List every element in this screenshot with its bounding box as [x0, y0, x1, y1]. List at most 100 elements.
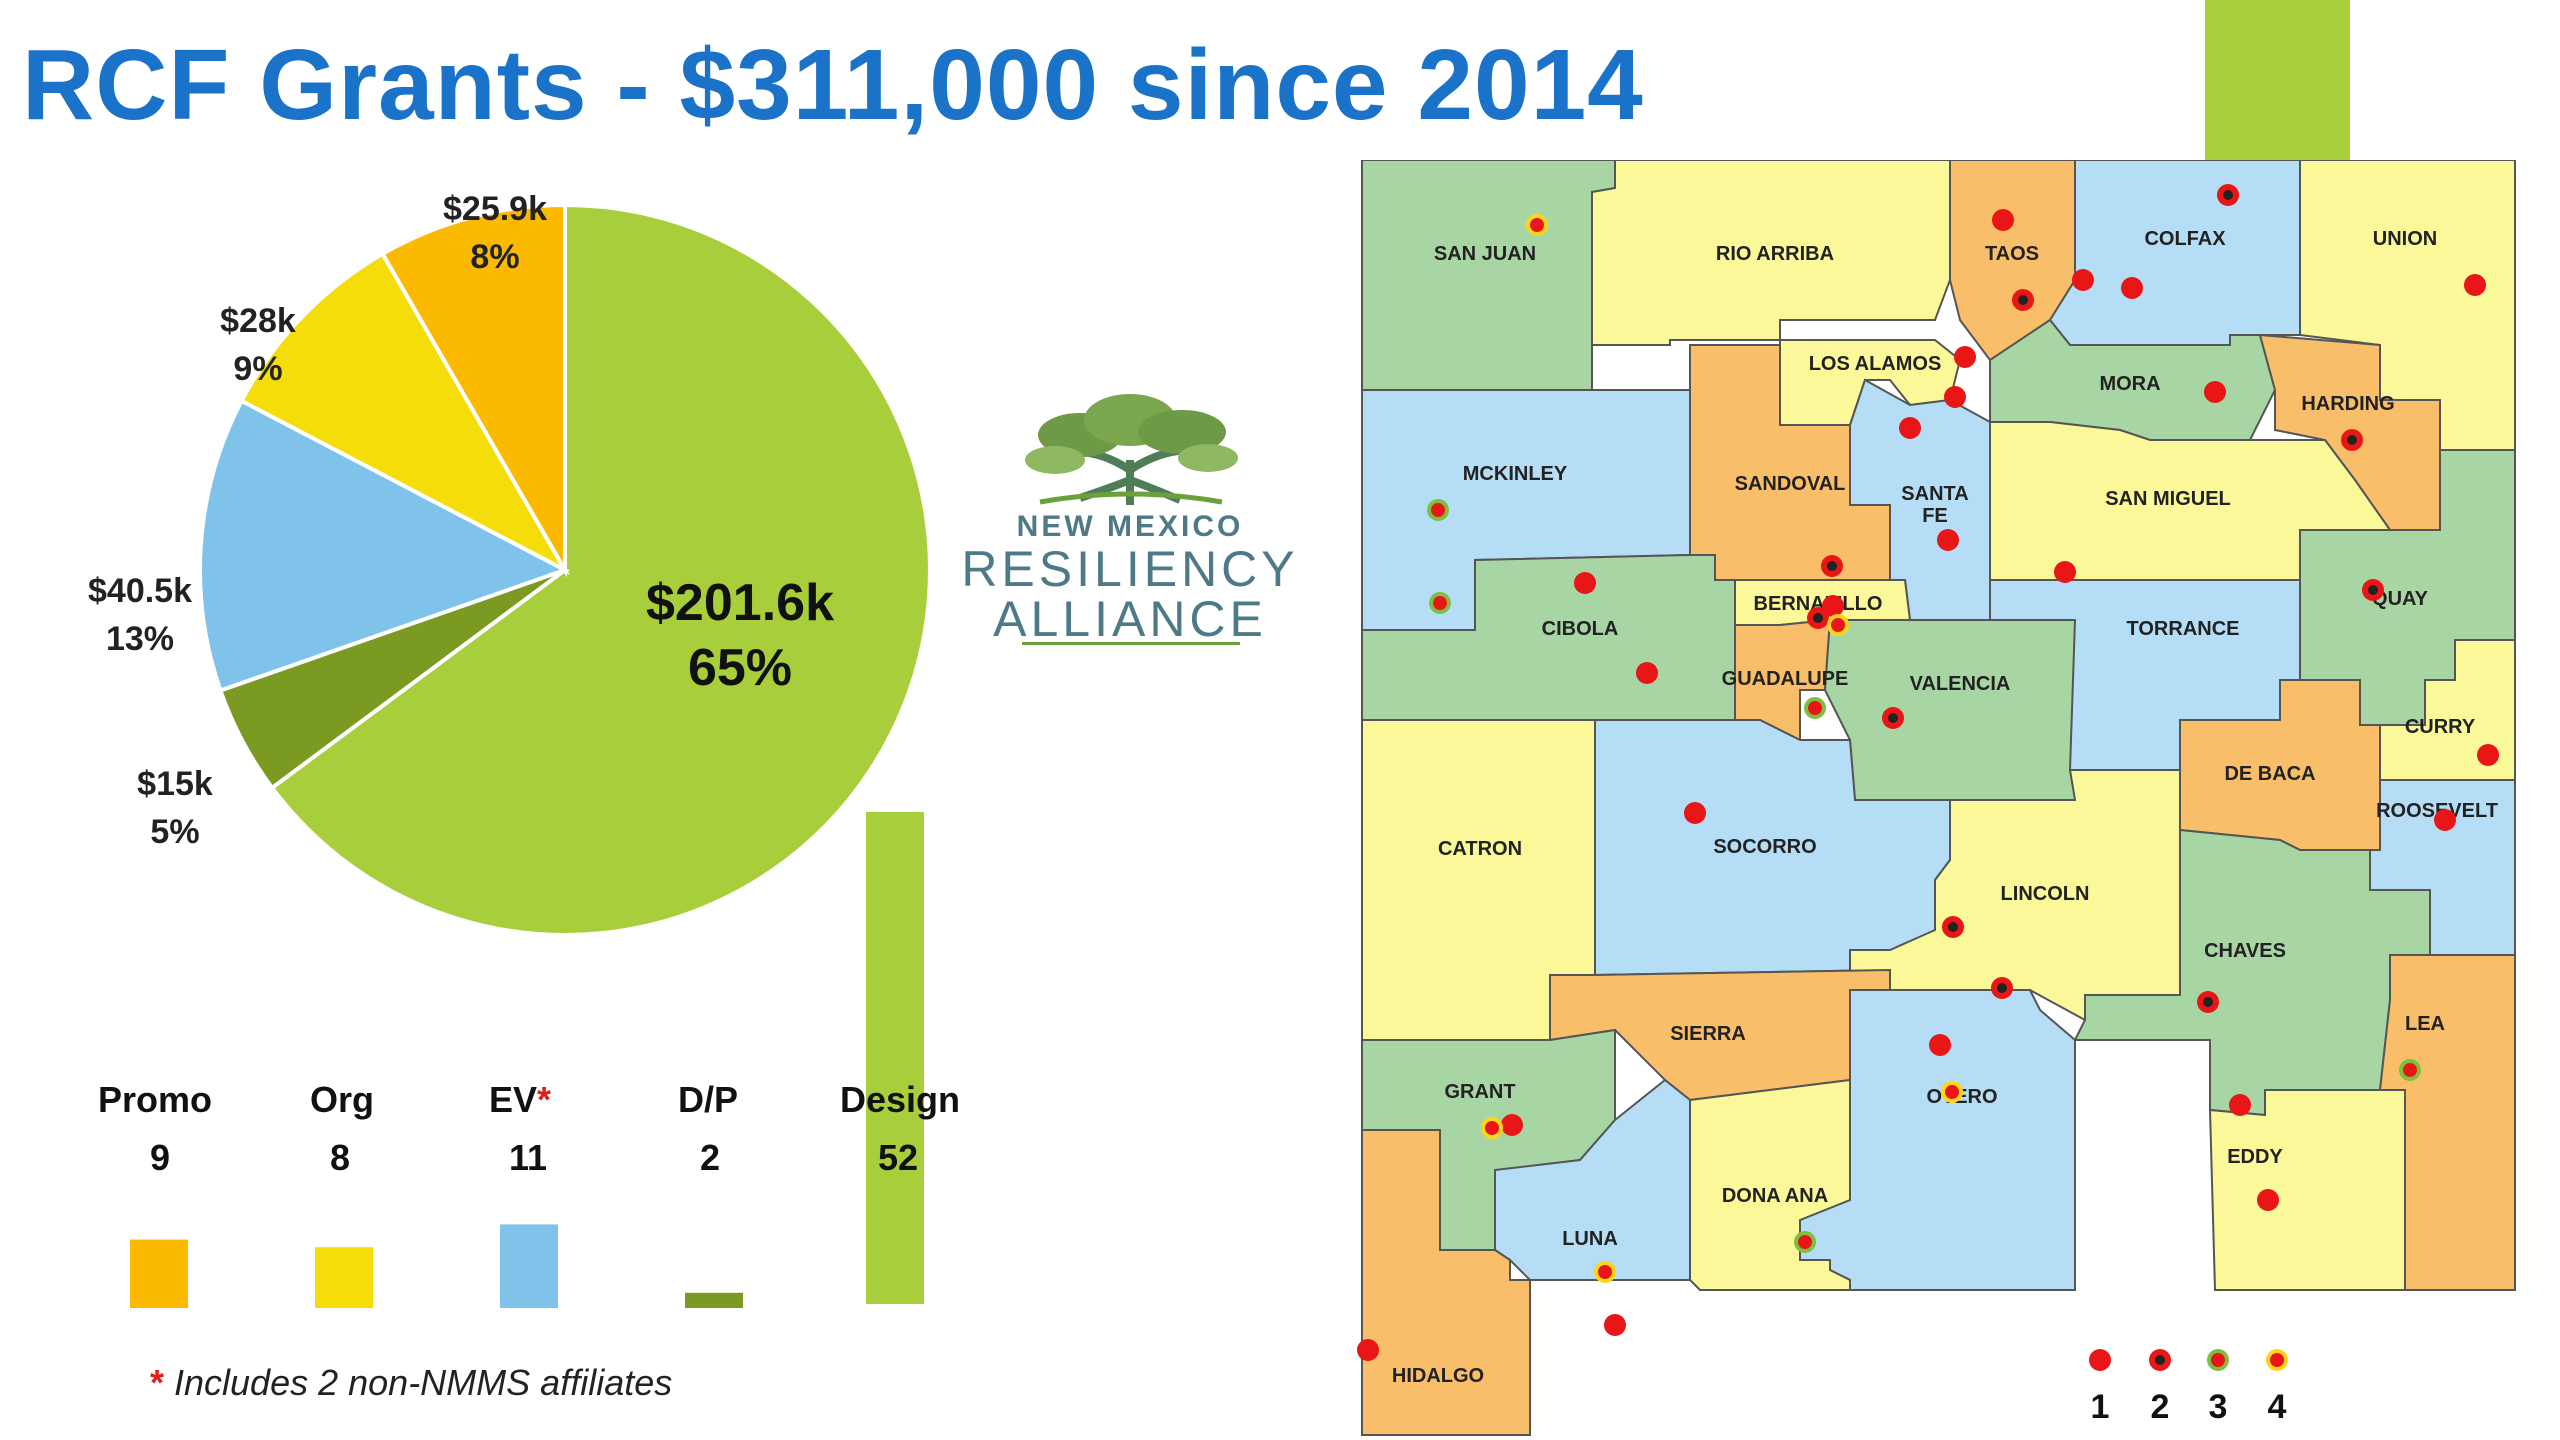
grant-dot	[1574, 572, 1596, 594]
county-label-union: UNION	[2373, 228, 2437, 250]
county-label-mckinley: MCKINLEY	[1463, 463, 1568, 485]
legend-label-4: 4	[2268, 1388, 2287, 1426]
pie-slice-promo	[379, 202, 567, 578]
county-label-valencia: GUADALUPE	[1722, 668, 1849, 690]
bar-org	[315, 1247, 373, 1308]
pie-chart: $201.6k 65% $15k 5% $40.5k 13% $28k 9% $…	[88, 190, 932, 937]
map-legend: 1 2 3 4	[2089, 1349, 2288, 1426]
bar-label-dp: D/P	[678, 1079, 738, 1120]
grant-dot	[1481, 1117, 1503, 1139]
grant-dot	[2054, 561, 2076, 583]
slice-label-ev-value: $40.5k	[88, 572, 192, 610]
pie-slice-org	[238, 251, 571, 575]
legend-dot-1	[2089, 1349, 2111, 1371]
county-label-curry: CURRY	[2405, 716, 2476, 738]
legend-dot-3	[2207, 1349, 2229, 1371]
slice-label-org-pct: 9%	[233, 350, 282, 388]
grant-dot	[1929, 1034, 1951, 1056]
new-mexico-county-map: SAN JUAN RIO ARRIBA TAOS COLFAX UNION LO…	[1357, 160, 2516, 1436]
county-label-grant: GRANT	[1444, 1081, 1515, 1103]
county-hidalgo	[1361, 1129, 1531, 1436]
grant-dot	[1684, 802, 1706, 824]
county-label-rio-arriba: RIO ARRIBA	[1716, 243, 1834, 265]
county-label-dona-ana: DONA ANA	[1722, 1185, 1828, 1207]
county-label-eddy: EDDY	[2227, 1146, 2283, 1168]
grant-dot	[1954, 346, 1976, 368]
grant-dot	[1822, 595, 1844, 617]
county-rio-arriba	[1591, 160, 1951, 346]
county-label-catron: CATRON	[1438, 838, 1522, 860]
county-label-colfax: COLFAX	[2144, 228, 2226, 250]
county-label-hidalgo: HIDALGO	[1392, 1365, 1484, 1387]
county-label-chaves: CHAVES	[2204, 940, 2286, 962]
logo-text-line2: RESILIENCY	[961, 541, 1299, 597]
grant-dot	[2072, 269, 2094, 291]
county-label-lincoln: LINCOLN	[2001, 883, 2090, 905]
grant-dot	[2477, 744, 2499, 766]
grant-dot	[1827, 614, 1849, 636]
county-label-san-juan: SAN JUAN	[1434, 243, 1536, 265]
grant-dot	[1429, 592, 1451, 614]
bar-count-promo: 9	[150, 1137, 170, 1178]
grant-dot	[1427, 499, 1449, 521]
county-label-roosevelt: ROOSEVELT	[2376, 800, 2498, 822]
grant-dot	[1992, 209, 2014, 231]
page-title: RCF Grants - $311,000 since 2014	[22, 29, 1644, 141]
pie-slice-ev	[198, 398, 571, 694]
county-label-taos: TAOS	[1985, 243, 2039, 265]
tree-icon	[1025, 394, 1238, 505]
bar-count-org: 8	[330, 1137, 350, 1178]
county-label-harding: HARDING	[2301, 393, 2394, 415]
logo-underline	[1022, 642, 1240, 645]
county-colfax	[2048, 160, 2301, 346]
legend-label-1: 1	[2091, 1388, 2110, 1426]
bar-dp	[685, 1292, 743, 1308]
county-label-quay: QUAY	[2372, 588, 2429, 610]
county-label-santa: SANTA	[1901, 483, 1968, 505]
grant-dot	[2204, 381, 2226, 403]
county-label-lea: LEA	[2405, 1013, 2445, 1035]
grant-dot	[1804, 697, 1826, 719]
count-bar-chart: Promo Org EV* D/P Design 9 8 11 2 52	[98, 1079, 960, 1308]
footnote: * Includes 2 non-NMMS affiliates	[150, 1362, 673, 1403]
grant-dot	[1526, 214, 1548, 236]
bar-count-ev: 11	[509, 1137, 547, 1178]
grant-dot	[2229, 1094, 2251, 1116]
design-bar-decor	[866, 812, 924, 1304]
county-label-fe: FE	[1922, 505, 1948, 527]
decorative-bar	[2205, 0, 2350, 160]
slice-label-dp-value: $15k	[137, 765, 213, 803]
grant-dot	[1604, 1314, 1626, 1336]
bar-ev	[500, 1224, 558, 1308]
grant-dot	[1899, 417, 1921, 439]
slice-label-org-value: $28k	[220, 302, 296, 340]
county-label-cibola: CIBOLA	[1542, 618, 1619, 640]
grant-dot	[1794, 1231, 1816, 1253]
legend-label-3: 3	[2209, 1388, 2228, 1426]
county-label-de-baca: DE BACA	[2224, 763, 2315, 785]
slice-label-promo-pct: 8%	[470, 238, 519, 276]
slice-label-design-pct: 65%	[688, 639, 792, 697]
bar-count-dp: 2	[700, 1137, 720, 1178]
legend-dot-4	[2266, 1349, 2288, 1371]
grant-dot	[1941, 1081, 1963, 1103]
county-label-sandoval: SANDOVAL	[1735, 473, 1846, 495]
grant-dot	[1937, 529, 1959, 551]
slice-label-ev-pct: 13%	[106, 620, 174, 658]
county-label-san-miguel: SAN MIGUEL	[2105, 488, 2231, 510]
grant-dot	[2257, 1189, 2279, 1211]
bar-label-promo: Promo	[98, 1079, 212, 1120]
logo-text-line1: NEW MEXICO	[1016, 510, 1244, 543]
county-label-mora: MORA	[2099, 373, 2160, 395]
county-dona-ana	[1689, 1078, 1851, 1291]
grant-dot	[1357, 1339, 1379, 1361]
slice-label-design-value: $201.6k	[646, 574, 834, 632]
county-label-socorro: SOCORRO	[1713, 836, 1816, 858]
bar-promo	[130, 1239, 188, 1308]
slice-label-promo-value: $25.9k	[443, 190, 547, 228]
bar-label-org: Org	[310, 1079, 374, 1120]
county-label-bernalillo: BERNALILLO	[1754, 593, 1883, 615]
grant-dot	[2464, 274, 2486, 296]
grant-dot	[2121, 277, 2143, 299]
grant-dot	[1636, 662, 1658, 684]
